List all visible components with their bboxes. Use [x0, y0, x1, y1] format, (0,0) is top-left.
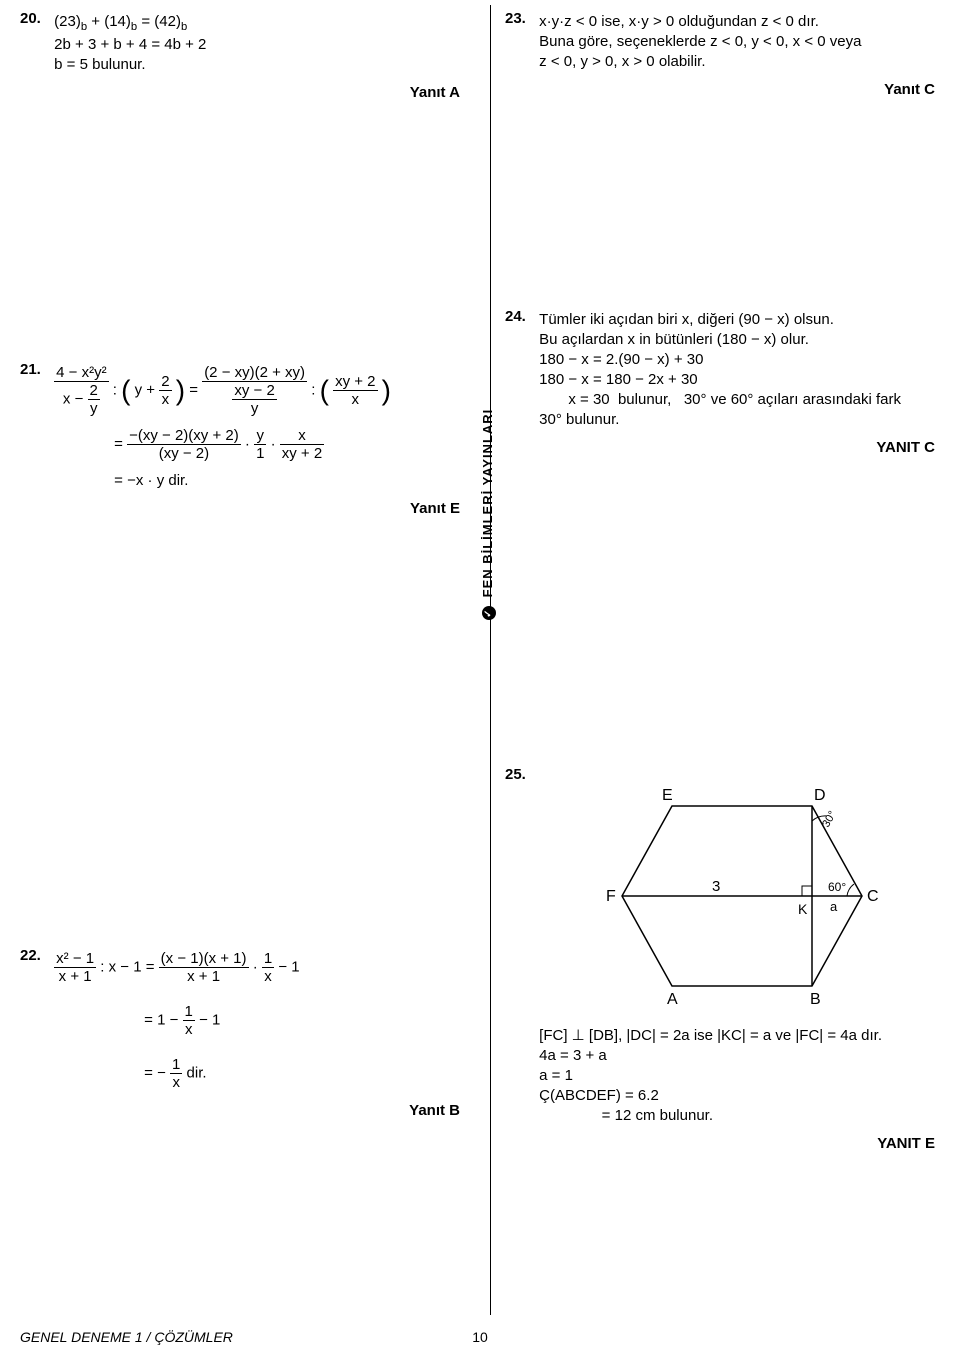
q22-answer: Yanıt B: [20, 1102, 470, 1119]
q24-line6: 30° bulunur.: [539, 411, 944, 428]
q23-line3: z < 0, y > 0, x > 0 olabilir.: [539, 53, 944, 70]
hex-label-3: 3: [712, 878, 720, 895]
q25-line4: Ç(ABCDEF) = 6.2: [539, 1087, 944, 1104]
footer-page-number: 10: [472, 1329, 488, 1345]
q21-answer: Yanıt E: [20, 500, 470, 517]
q24-number: 24.: [505, 308, 535, 325]
q25-line1: [FC] ⊥ [DB], |DC| = 2a ise |KC| = a ve |…: [539, 1026, 944, 1044]
q23-answer: Yanıt C: [505, 81, 945, 98]
column-divider: [490, 5, 491, 1315]
publisher-logo-icon: ✓: [482, 606, 496, 620]
q23-line1: x·y·z < 0 ise, x·y > 0 olduğundan z < 0 …: [539, 13, 944, 30]
q22-line1: x² − 1x + 1 : x − 1 = (x − 1)(x + 1)x + …: [54, 950, 469, 985]
q21-number: 21.: [20, 361, 50, 378]
hexagon-diagram: A B C D E F K 3 60° 30° a: [602, 776, 882, 1016]
q20-line1: (23)b + (14)b = (42)b: [54, 13, 469, 33]
q25-line5: = 12 cm bulunur.: [539, 1107, 944, 1124]
hex-label-K: K: [798, 901, 808, 917]
q20-line2: 2b + 3 + b + 4 = 4b + 2: [54, 36, 469, 53]
q24-line1: Tümler iki açıdan biri x, diğeri (90 − x…: [539, 311, 944, 328]
q25-answer: YANIT E: [505, 1135, 945, 1152]
q20-line3: b = 5 bulunur.: [54, 56, 469, 73]
q25-number: 25.: [505, 766, 535, 783]
hex-label-C: C: [867, 888, 879, 905]
q21-expr-line2: = −(xy − 2)(xy + 2)(xy − 2) · y1 · xxy +…: [54, 427, 469, 462]
hex-label-F: F: [606, 888, 616, 905]
hex-label-E: E: [662, 787, 673, 804]
q21-expr-line1: 4 − x²y² x − 2y : ( y + 2x ) = (2 − xy)(…: [54, 364, 469, 417]
question-21: 21. 4 − x²y² x − 2y : ( y + 2x ): [20, 361, 470, 517]
q22-number: 22.: [20, 947, 50, 964]
question-23: 23. x·y·z < 0 ise, x·y > 0 olduğundan z …: [505, 10, 945, 98]
publisher-name: FEN BİLİMLERİ YAYINLARI: [480, 409, 495, 598]
q24-line2: Bu açılardan x in bütünleri (180 − x) ol…: [539, 331, 944, 348]
q23-line2: Buna göre, seçeneklerde z < 0, y < 0, x …: [539, 33, 944, 50]
q22-line3: = − 1x dir.: [54, 1056, 469, 1091]
q23-number: 23.: [505, 10, 535, 27]
q24-line3: 180 − x = 2.(90 − x) + 30: [539, 351, 944, 368]
q21-final: = −x · y dir.: [54, 472, 469, 489]
question-20: 20. (23)b + (14)b = (42)b 2b + 3 + b + 4…: [20, 10, 470, 101]
page-footer: GENEL DENEME 1 / ÇÖZÜMLER 10: [20, 1329, 940, 1345]
q25-line3: a = 1: [539, 1067, 944, 1084]
q22-line2: = 1 − 1x − 1: [54, 1003, 469, 1038]
hex-label-a: a: [830, 899, 838, 914]
q20-answer: Yanıt A: [20, 84, 470, 101]
publisher-vertical-text: ✓ FEN BİLİMLERİ YAYINLARI: [480, 409, 496, 620]
hex-label-A: A: [667, 991, 678, 1008]
q24-answer: YANIT C: [505, 439, 945, 456]
question-22: 22. x² − 1x + 1 : x − 1 = (x − 1)(x + 1)…: [20, 947, 470, 1119]
question-24: 24. Tümler iki açıdan biri x, diğeri (90…: [505, 308, 945, 456]
q25-line2: 4a = 3 + a: [539, 1047, 944, 1064]
hex-label-60: 60°: [828, 880, 846, 894]
question-25: 25. A B C: [505, 766, 945, 1152]
hex-label-B: B: [810, 991, 821, 1008]
footer-title: GENEL DENEME 1 / ÇÖZÜMLER: [20, 1329, 233, 1345]
q20-number: 20.: [20, 10, 50, 27]
hex-label-D: D: [814, 787, 826, 804]
q24-line5: x = 30 bulunur, 30° ve 60° açıları arası…: [539, 391, 944, 408]
q24-line4: 180 − x = 180 − 2x + 30: [539, 371, 944, 388]
